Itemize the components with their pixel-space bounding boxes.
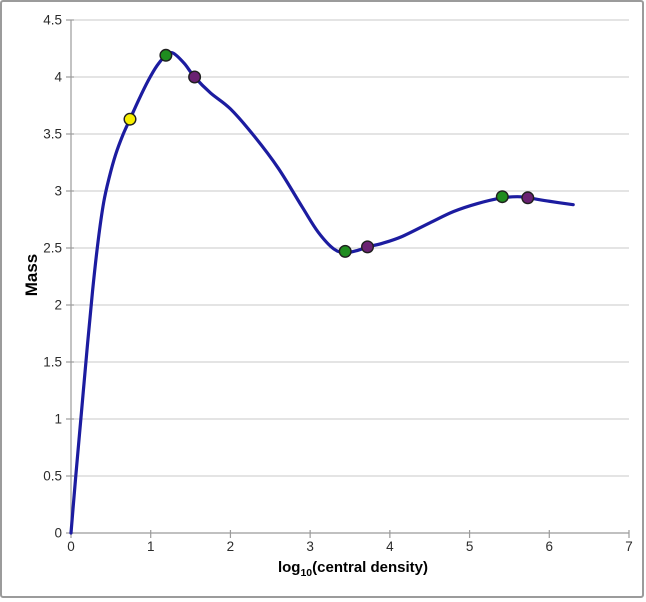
y-tick-label: 1.5 [43, 355, 62, 370]
purple-point [521, 191, 535, 205]
x-axis-title-suffix: (central density) [312, 559, 429, 576]
x-axis-title: log10(central density) [278, 559, 428, 579]
x-tick-label: 0 [67, 539, 75, 554]
x-tick-label: 6 [546, 539, 554, 554]
x-tick-label: 2 [227, 539, 235, 554]
y-axis-title: Mass [22, 253, 41, 297]
y-tick-label: 3.5 [43, 127, 62, 142]
y-tick-label: 4 [54, 70, 62, 85]
mass-curve [69, 50, 575, 535]
purple-point [361, 240, 375, 254]
x-tick-label: 7 [625, 539, 633, 554]
y-tick-label: 3 [54, 184, 62, 199]
x-tick-label: 1 [147, 539, 155, 554]
purple-point [188, 70, 202, 84]
green-point [495, 190, 509, 204]
y-tick-label: 1 [54, 412, 62, 427]
x-tick-label: 4 [386, 539, 394, 554]
x-tick-label: 5 [466, 539, 474, 554]
y-tick-label: 2 [54, 298, 62, 313]
x-axis-title-subscript: 10 [300, 567, 313, 579]
y-tick-label: 0.5 [43, 469, 62, 484]
x-axis-title-prefix: log [277, 559, 301, 576]
y-tick-label: 4.5 [43, 13, 62, 28]
green-point [159, 48, 173, 62]
y-tick-label: 0 [54, 526, 62, 541]
x-tick-label: 3 [306, 539, 314, 554]
y-tick-label: 2.5 [43, 241, 62, 256]
green-point [338, 244, 352, 258]
yellow-point [123, 112, 137, 126]
